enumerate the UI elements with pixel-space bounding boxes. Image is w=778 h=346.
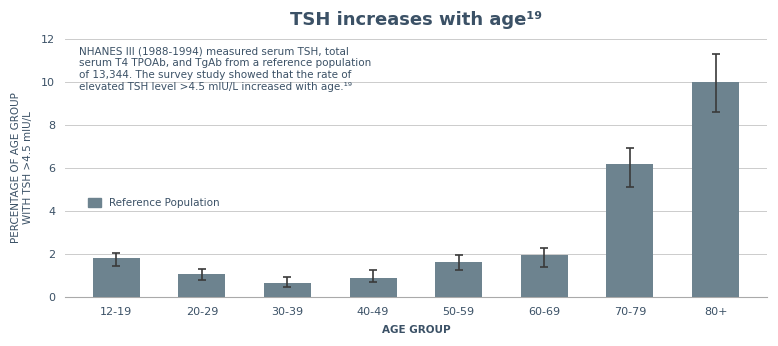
Bar (606, 164, 654, 297)
Bar (435, 263, 482, 297)
Title: TSH increases with age¹⁹: TSH increases with age¹⁹ (290, 11, 542, 29)
Bar (93, 258, 140, 297)
Bar (692, 82, 739, 297)
Bar (349, 278, 397, 297)
Y-axis label: PERCENTAGE OF AGE GROUP
WITH TSH >4.5 mIU/L: PERCENTAGE OF AGE GROUP WITH TSH >4.5 mI… (11, 92, 33, 243)
X-axis label: AGE GROUP: AGE GROUP (381, 325, 450, 335)
Bar (178, 274, 226, 297)
Bar (520, 255, 568, 297)
Text: NHANES III (1988-1994) measured serum TSH, total
serum T4 TPOAb, and TgAb from a: NHANES III (1988-1994) measured serum TS… (79, 47, 371, 92)
Legend: Reference Population: Reference Population (84, 194, 224, 212)
Bar (264, 283, 311, 297)
